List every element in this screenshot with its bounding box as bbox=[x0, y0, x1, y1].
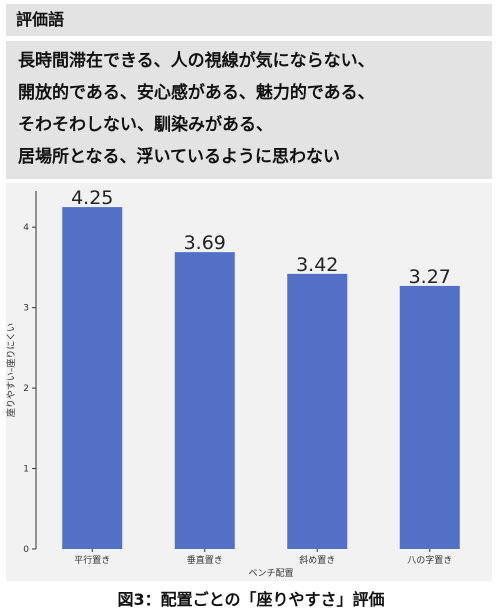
y-tick-label: 0 bbox=[23, 545, 29, 555]
x-tick-label: 斜め置き bbox=[299, 554, 335, 566]
bar bbox=[399, 285, 460, 549]
bar bbox=[287, 273, 348, 549]
bar-chart: 0 1 2 3 4 座りやすい–座りにくい 4.25 平行置き 3.69 垂直置き 3.42 斜め置き… bbox=[5, 187, 460, 579]
bar-value-label: 4.25 bbox=[71, 187, 113, 209]
bar bbox=[62, 207, 123, 549]
y-tick-label: 1 bbox=[23, 465, 29, 475]
figure-caption: 図3：配置ごとの「座りやすさ」評価 bbox=[117, 590, 385, 609]
y-tick-label: 4 bbox=[23, 223, 29, 233]
bar bbox=[174, 252, 235, 549]
x-axis-label: ベンチ配置 bbox=[248, 568, 293, 579]
evaluation-term-line: 居場所となる、浮いているように思わない bbox=[18, 147, 340, 167]
y-tick-label: 2 bbox=[23, 384, 29, 394]
evaluation-term-line: 長時間滞在できる、人の視線が気にならない、 bbox=[18, 51, 375, 71]
x-tick-label: 八の字置き bbox=[407, 554, 452, 566]
evaluation-term-line: 開放的である、安心感がある、魅力的である、 bbox=[18, 83, 375, 103]
evaluation-terms-box: 長時間滞在できる、人の視線が気にならない、 開放的である、安心感がある、魅力的で… bbox=[6, 41, 492, 179]
x-tick-label: 平行置き bbox=[74, 554, 110, 566]
evaluation-terms-header: 評価語 bbox=[6, 4, 492, 36]
evaluation-term-line: そわそわしない、馴染みがある、 bbox=[18, 115, 273, 135]
x-tick-label: 垂直置き bbox=[187, 554, 223, 566]
y-axis-label: 座りやすい–座りにくい bbox=[6, 323, 17, 417]
y-tick-label: 3 bbox=[23, 304, 29, 314]
bar-chart-area: 0 1 2 3 4 座りやすい–座りにくい 4.25 平行置き 3.69 垂直置き 3.42 斜め置き… bbox=[5, 183, 492, 581]
bar-value-label: 3.27 bbox=[409, 266, 451, 288]
bar-value-label: 3.42 bbox=[296, 254, 338, 276]
bar-value-label: 3.69 bbox=[184, 232, 226, 254]
